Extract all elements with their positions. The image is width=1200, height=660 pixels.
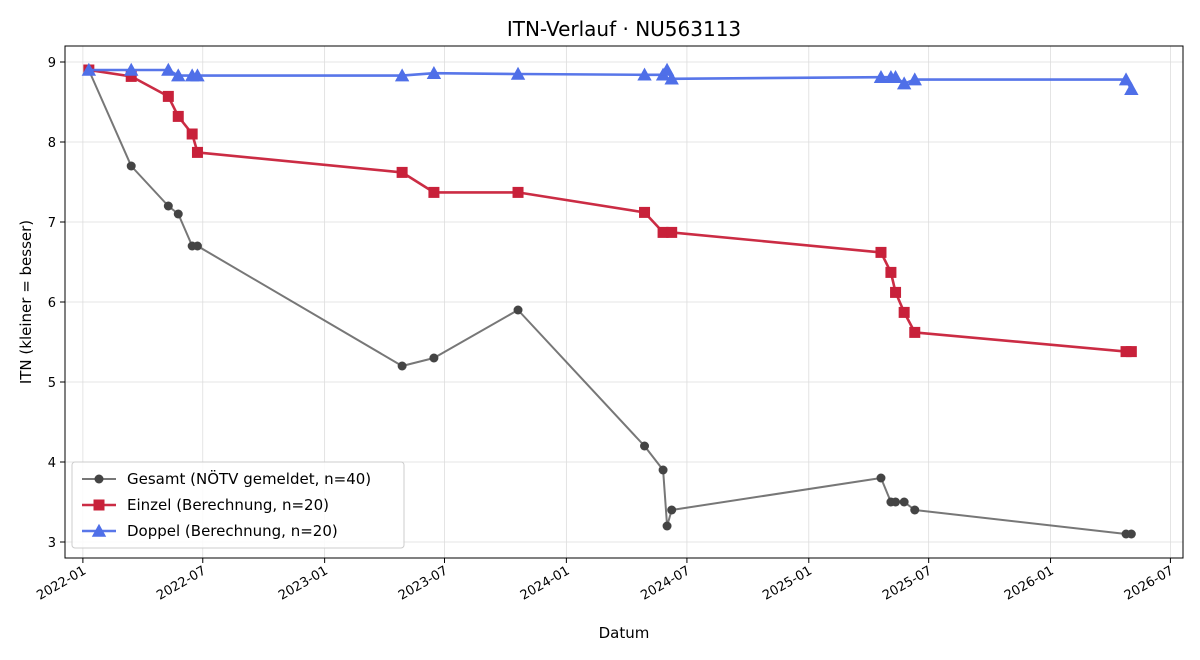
data-point bbox=[909, 326, 921, 338]
legend-label: Gesamt (NÖTV gemeldet, n=40) bbox=[127, 469, 371, 488]
series-line bbox=[88, 68, 1133, 90]
data-point bbox=[662, 521, 672, 531]
data-point bbox=[171, 68, 186, 82]
x-tick-label: 2023-01 bbox=[276, 563, 331, 603]
data-point bbox=[640, 441, 650, 451]
y-tick-label: 6 bbox=[48, 296, 56, 311]
data-point bbox=[1126, 529, 1136, 539]
x-tick-label: 2026-01 bbox=[1002, 563, 1057, 603]
plot-frame bbox=[64, 45, 1184, 559]
x-axis-title: Datum bbox=[599, 624, 650, 642]
data-point bbox=[875, 246, 887, 258]
data-point bbox=[126, 161, 136, 171]
data-point bbox=[429, 353, 439, 363]
data-point bbox=[397, 361, 407, 371]
series-3 bbox=[81, 62, 1139, 95]
legend-label: Doppel (Berechnung, n=20) bbox=[127, 522, 338, 540]
legend-item: Einzel (Berechnung, n=20) bbox=[82, 496, 329, 514]
series-2 bbox=[83, 64, 1137, 358]
data-point bbox=[658, 465, 668, 475]
legend-box bbox=[71, 461, 405, 549]
series-1 bbox=[84, 65, 1136, 539]
data-point bbox=[896, 76, 912, 90]
data-point bbox=[191, 146, 203, 158]
x-tick-label: 2022-01 bbox=[34, 563, 89, 603]
legend-marker bbox=[94, 474, 104, 484]
data-point bbox=[394, 68, 410, 82]
legend-item: Gesamt (NÖTV gemeldet, n=40) bbox=[82, 469, 371, 488]
x-tick-label: 2025-07 bbox=[880, 563, 935, 603]
x-tick-label: 2023-07 bbox=[396, 563, 451, 603]
data-point bbox=[1124, 82, 1139, 95]
y-tick-label: 9 bbox=[48, 56, 56, 71]
data-point bbox=[885, 266, 897, 278]
data-point bbox=[396, 166, 408, 178]
data-point bbox=[873, 70, 889, 83]
data-point bbox=[907, 72, 922, 86]
data-point bbox=[890, 286, 902, 298]
y-tick-label: 8 bbox=[48, 136, 56, 151]
data-point bbox=[876, 473, 886, 483]
y-tick-label: 7 bbox=[48, 216, 56, 231]
data-point bbox=[637, 67, 652, 81]
data-point bbox=[186, 128, 198, 140]
data-point bbox=[888, 70, 903, 83]
legend-marker bbox=[91, 523, 107, 537]
data-point bbox=[162, 90, 174, 102]
data-point bbox=[163, 201, 173, 211]
y-tick-label: 3 bbox=[48, 536, 56, 551]
data-point bbox=[124, 62, 139, 76]
chart-title: ITN-Verlauf · NU563113 bbox=[507, 17, 741, 41]
data-point bbox=[512, 186, 524, 198]
data-point bbox=[1125, 346, 1137, 358]
legend-label: Einzel (Berechnung, n=20) bbox=[127, 496, 329, 514]
data-point bbox=[910, 505, 920, 515]
y-axis-title: ITN (kleiner = besser) bbox=[17, 220, 35, 384]
legend: Gesamt (NÖTV gemeldet, n=40) Einzel (Bere… bbox=[71, 461, 405, 549]
x-tick-label: 2022-07 bbox=[154, 563, 209, 603]
x-tick-label: 2026-07 bbox=[1122, 563, 1177, 603]
data-point bbox=[664, 71, 679, 85]
y-tick-label: 4 bbox=[48, 456, 56, 471]
data-point bbox=[161, 62, 176, 76]
data-point bbox=[657, 226, 669, 238]
data-point bbox=[125, 70, 137, 82]
data-point bbox=[659, 62, 675, 76]
x-tick-label: 2025-01 bbox=[760, 563, 815, 603]
data-point bbox=[513, 305, 523, 315]
data-point bbox=[426, 66, 442, 79]
data-point bbox=[510, 66, 526, 80]
y-tick-label: 5 bbox=[48, 376, 56, 391]
x-tick-label: 2024-01 bbox=[518, 563, 573, 603]
data-point bbox=[1118, 72, 1134, 86]
data-point bbox=[172, 110, 184, 122]
data-point bbox=[639, 206, 651, 218]
data-point bbox=[898, 306, 910, 318]
series-layer bbox=[81, 62, 1139, 539]
legend-marker bbox=[93, 499, 105, 511]
data-point bbox=[173, 209, 183, 219]
data-point bbox=[667, 505, 677, 515]
data-point bbox=[899, 497, 909, 507]
data-point bbox=[891, 497, 901, 507]
data-point bbox=[192, 241, 202, 251]
data-point bbox=[190, 68, 205, 82]
series-line bbox=[88, 68, 1132, 353]
legend-item: Doppel (Berechnung, n=20) bbox=[82, 522, 338, 540]
data-point bbox=[428, 186, 440, 198]
data-point bbox=[81, 62, 97, 76]
x-tick-label: 2024-07 bbox=[638, 563, 693, 603]
data-point bbox=[666, 226, 678, 238]
